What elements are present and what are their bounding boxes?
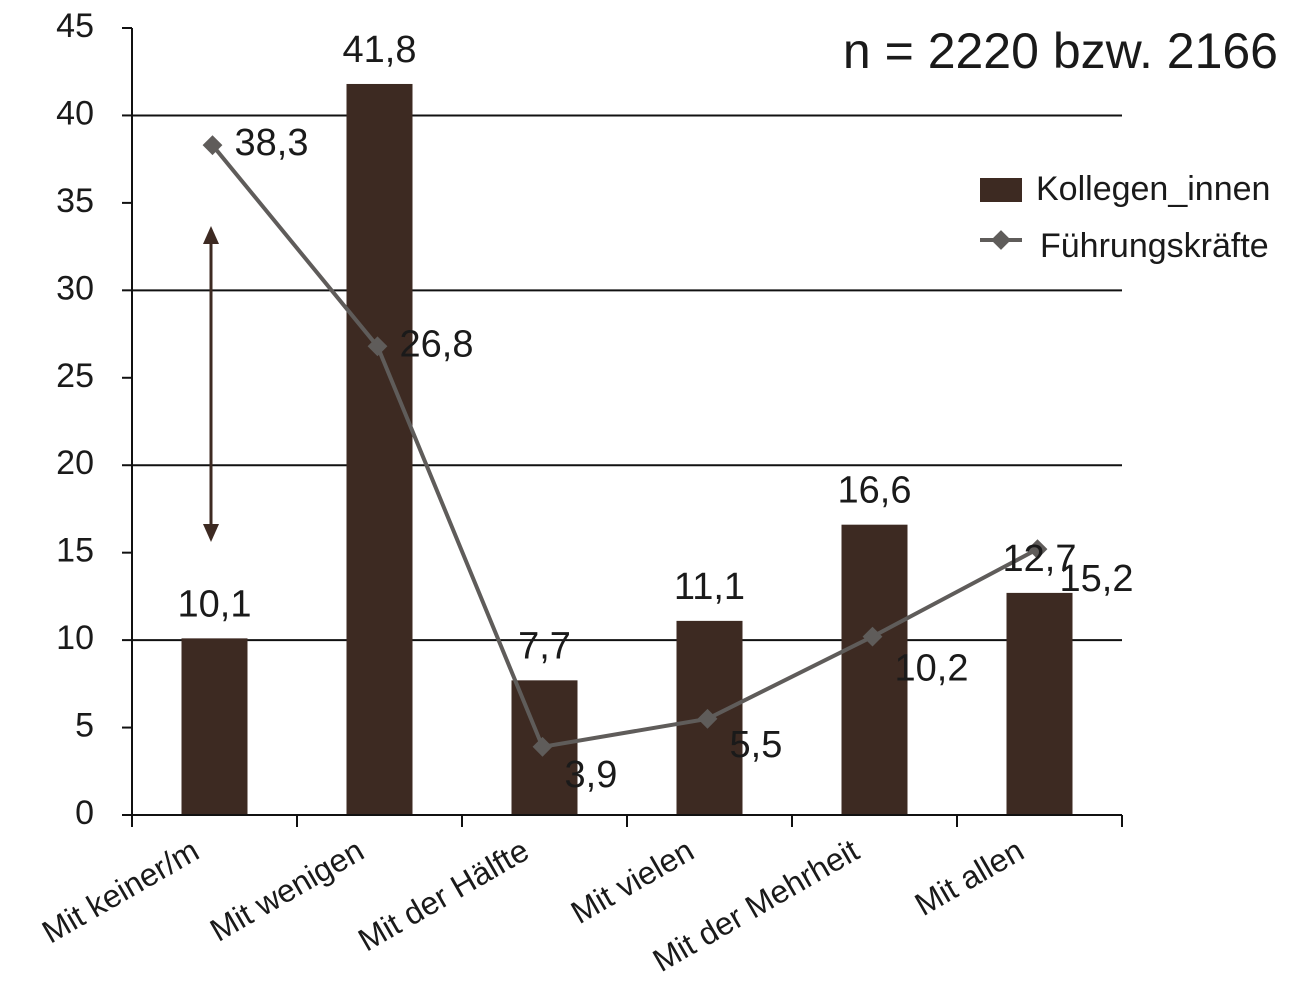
bar-value-label: 11,1 bbox=[674, 566, 745, 608]
category-label: Mit vielen bbox=[565, 832, 700, 931]
bar-value-label: 41,8 bbox=[343, 29, 417, 71]
data-labels: 10,1 41,8 7,7 11,1 16,6 12,7 38,3 26,8 3,9 5,5 10,… bbox=[178, 29, 1134, 796]
bar-series bbox=[181, 83, 1073, 815]
y-tick-label: 5 bbox=[75, 707, 94, 745]
line-value-label: 38,3 bbox=[235, 122, 309, 164]
line-value-label: 15,2 bbox=[1060, 558, 1134, 600]
bar bbox=[346, 83, 413, 815]
line-marker bbox=[862, 626, 883, 647]
legend-swatch-bar bbox=[980, 178, 1022, 202]
line-value-label: 26,8 bbox=[400, 323, 474, 365]
category-label: Mit wenigen bbox=[204, 832, 370, 949]
legend-label-bar: Kollegen_innen bbox=[1036, 170, 1270, 208]
bar-value-label: 12,7 bbox=[1003, 538, 1077, 580]
line-marker bbox=[1027, 539, 1048, 560]
y-tick-label: 20 bbox=[56, 444, 94, 482]
line-path bbox=[210, 143, 1039, 750]
sample-size-note: n = 2220 bzw. 2166 bbox=[843, 23, 1278, 79]
bar bbox=[1006, 592, 1073, 815]
y-tick-label: 30 bbox=[56, 269, 94, 307]
y-tick-label: 45 bbox=[56, 7, 94, 45]
line-series bbox=[202, 135, 1048, 757]
gridlines bbox=[132, 114, 1122, 642]
line-value-label: 10,2 bbox=[895, 648, 969, 690]
bar-value-label: 7,7 bbox=[518, 625, 571, 667]
y-tick-label: 40 bbox=[56, 94, 94, 132]
line-marker bbox=[367, 336, 388, 357]
category-label: Mit der Hälfte bbox=[352, 832, 535, 958]
category-label: Mit keiner/m bbox=[36, 832, 205, 950]
legend-swatch-marker bbox=[991, 230, 1011, 250]
bar bbox=[181, 638, 248, 815]
y-tick-labels: 0 5 10 15 20 25 30 35 40 45 bbox=[56, 7, 94, 832]
y-tick-label: 15 bbox=[56, 532, 94, 570]
line-value-label: 5,5 bbox=[730, 724, 783, 766]
bar-value-label: 16,6 bbox=[838, 470, 912, 512]
line-marker bbox=[202, 135, 223, 156]
line-value-label: 3,9 bbox=[565, 754, 618, 796]
category-label: Mit allen bbox=[909, 832, 1030, 923]
axes bbox=[122, 27, 1123, 827]
double-arrow-annotation bbox=[203, 226, 219, 542]
line-marker bbox=[532, 736, 553, 757]
y-tick-label: 0 bbox=[75, 794, 94, 832]
bar bbox=[841, 524, 908, 815]
bar-value-label: 10,1 bbox=[178, 583, 252, 625]
y-tick-label: 10 bbox=[56, 619, 94, 657]
y-tick-label: 35 bbox=[56, 182, 94, 220]
y-tick-label: 25 bbox=[56, 357, 94, 395]
legend: Kollegen_innen Führungskräfte bbox=[980, 170, 1270, 265]
line-marker bbox=[697, 708, 718, 729]
legend-label-line: Führungskräfte bbox=[1040, 227, 1269, 265]
